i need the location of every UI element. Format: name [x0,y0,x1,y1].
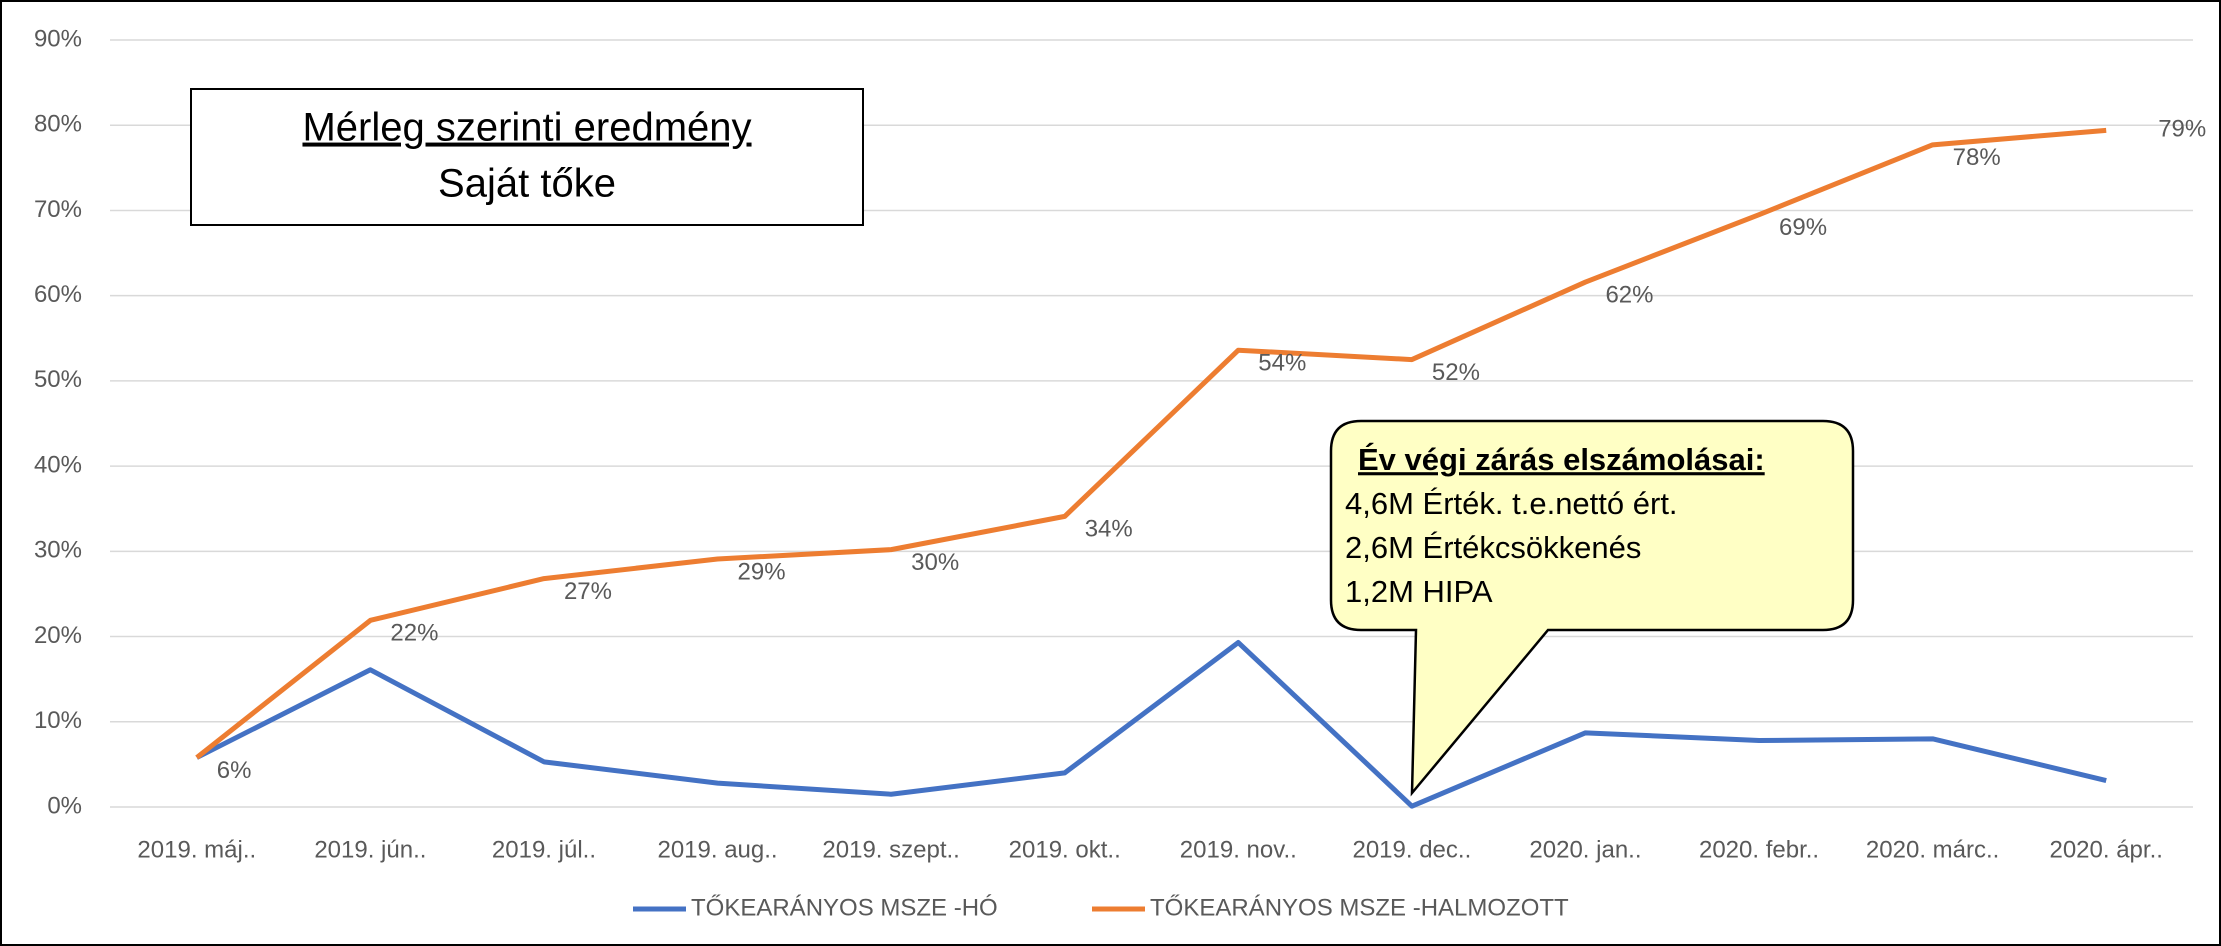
y-tick-label: 10% [34,707,82,734]
legend-label: TŐKEARÁNYOS MSZE -HALMOZOTT [1150,894,1569,921]
callout-line: 2,6M Értékcsökkenés [1345,530,1641,565]
x-tick-label: 2019. szept.. [822,836,959,863]
y-tick-label: 60% [34,281,82,308]
y-tick-label: 0% [47,792,82,819]
data-label: 62% [1605,281,1653,308]
x-tick-label: 2020. márc.. [1866,836,1999,863]
x-tick-label: 2019. aug.. [657,836,777,863]
callout-line: 4,6M Érték. t.e.nettó ért. [1345,486,1678,521]
y-tick-label: 70% [34,196,82,223]
y-tick-label: 30% [34,537,82,564]
data-label: 54% [1258,350,1306,377]
title-box [190,88,864,226]
x-tick-label: 2019. okt.. [1009,836,1121,863]
data-label: 6% [217,757,252,784]
x-tick-label: 2019. máj.. [137,836,256,863]
data-label: 29% [738,558,786,585]
subtitle: Saját tőke [438,162,616,206]
callout-heading: Év végi zárás elszámolásai: [1358,442,1765,477]
x-tick-label: 2019. dec.. [1352,836,1471,863]
data-label: 69% [1779,214,1827,241]
callout [1329,419,1855,797]
y-tick-label: 90% [34,25,82,52]
x-tick-label: 2019. nov.. [1180,836,1297,863]
y-tick-label: 50% [34,366,82,393]
data-label: 79% [2158,116,2206,143]
data-label: 34% [1085,516,1133,543]
callout-line: 1,2M HIPA [1345,574,1493,609]
data-label: 52% [1432,359,1480,386]
series-line [195,640,2107,809]
x-tick-label: 2019. júl.. [492,836,596,863]
lines [195,127,2107,809]
x-tick-label: 2019. jún.. [314,836,426,863]
y-tick-label: 20% [34,622,82,649]
x-tick-label: 2020. jan.. [1529,836,1641,863]
data-label: 78% [1953,144,2001,171]
x-tick-label: 2020. febr.. [1699,836,1819,863]
series-line [195,127,2107,760]
title: Mérleg szerinti eredmény [302,106,751,150]
y-tick-label: 80% [34,111,82,138]
y-tick-label: 40% [34,451,82,478]
data-label: 30% [911,549,959,576]
data-label: 22% [390,620,438,647]
x-tick-label: 2020. ápr.. [2049,836,2162,863]
legend-label: TŐKEARÁNYOS MSZE -HÓ [691,894,998,921]
data-label: 27% [564,578,612,605]
